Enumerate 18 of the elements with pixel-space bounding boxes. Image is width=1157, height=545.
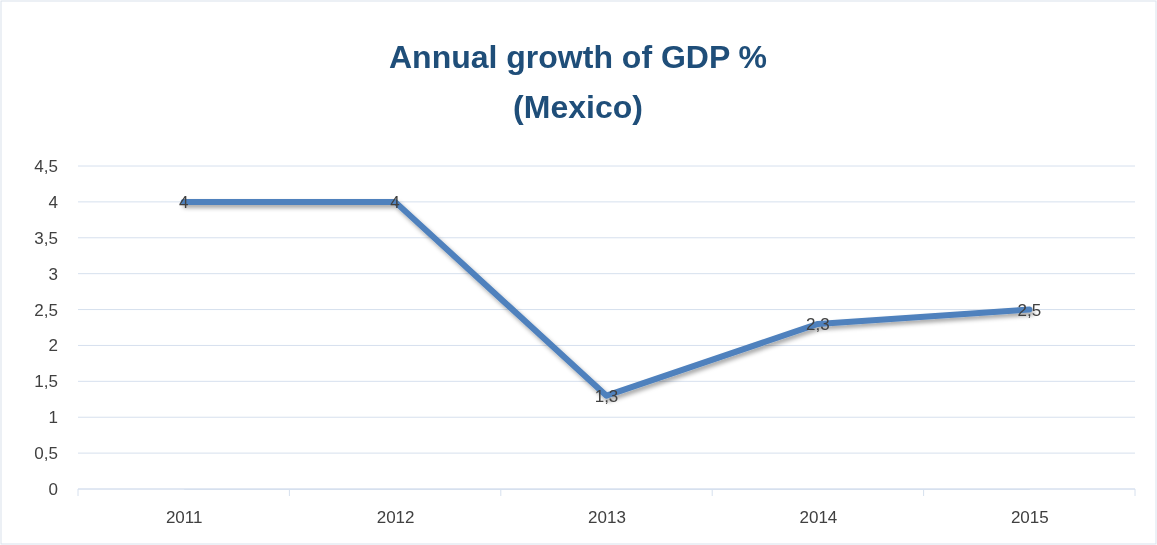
chart-title: Annual growth of GDP % [388, 39, 768, 75]
x-tick-label: 2013 [588, 508, 626, 528]
y-tick-label: 4 [48, 192, 58, 212]
y-tick-label: 2 [48, 336, 58, 356]
y-tick-label: 1 [48, 408, 58, 428]
chart-subtitle: (Mexico) [513, 89, 643, 125]
y-tick-label: 3,5 [34, 228, 58, 248]
x-tick-label: 2011 [165, 508, 203, 528]
y-tick-label: 1,5 [34, 372, 58, 392]
y-tick-label: 4,5 [34, 156, 58, 176]
data-label: 4 [178, 192, 189, 212]
x-tick-label: 2015 [1010, 508, 1049, 528]
y-tick-label: 3 [48, 264, 58, 284]
x-tick-label: 2012 [376, 508, 415, 528]
y-tick-label: 2,5 [34, 300, 58, 320]
y-tick-label: 0,5 [34, 444, 58, 464]
y-tick-label: 0 [48, 479, 58, 499]
x-tick-label: 2014 [799, 508, 838, 528]
